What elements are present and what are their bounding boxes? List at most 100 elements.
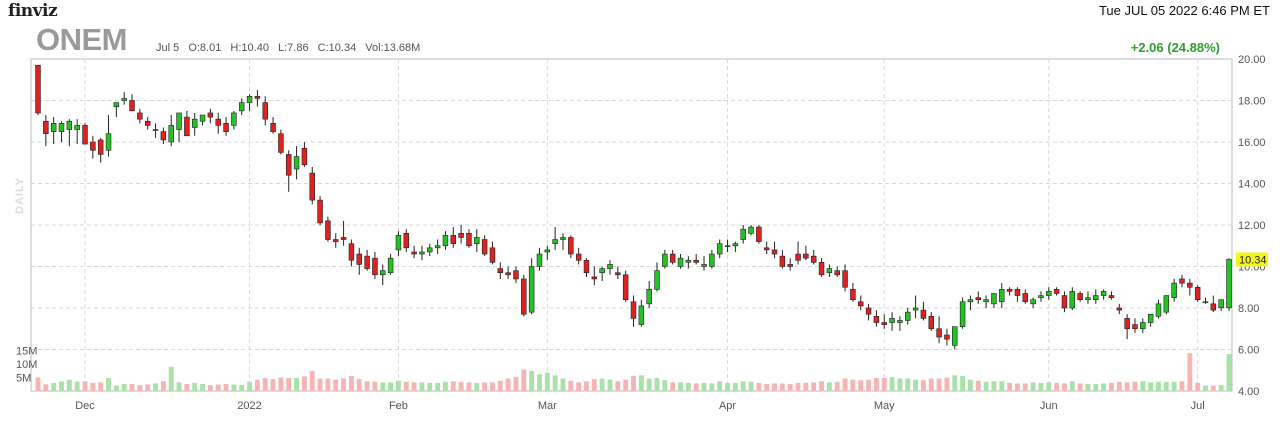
- volume-bar: [192, 382, 198, 391]
- volume-bar: [811, 382, 817, 391]
- volume-bar: [1210, 385, 1216, 391]
- candle-body: [340, 237, 347, 240]
- candle-body: [442, 235, 449, 247]
- volume-bar: [239, 385, 245, 391]
- ohlc-close: C:10.34: [317, 42, 357, 54]
- candle-body: [434, 245, 441, 249]
- candle-body: [756, 226, 762, 242]
- candle-body: [732, 243, 739, 247]
- candle-body: [544, 249, 551, 253]
- volume-bar: [826, 382, 832, 391]
- candle-body: [763, 247, 770, 251]
- candle-body: [372, 257, 378, 276]
- candle-body: [278, 133, 284, 153]
- candle-body: [223, 123, 229, 132]
- volume-bar: [458, 381, 464, 391]
- volume-bar: [748, 381, 754, 391]
- candle-body: [121, 98, 127, 101]
- candle-body: [959, 301, 966, 327]
- candle-body: [771, 249, 778, 255]
- volume-bar: [905, 378, 911, 391]
- candle-body: [1218, 299, 1224, 309]
- volume-bar: [403, 381, 409, 391]
- candle-body: [387, 257, 394, 274]
- candle-body: [724, 245, 731, 248]
- candle-body: [481, 239, 488, 255]
- volume-bar: [834, 381, 840, 391]
- candle-body: [1179, 278, 1185, 284]
- candle-body: [168, 125, 174, 143]
- volume-bar: [983, 381, 989, 391]
- volume-bar: [184, 383, 190, 391]
- candle-body: [905, 311, 911, 321]
- volume-bar: [772, 383, 777, 391]
- volume-bar: [505, 378, 511, 391]
- candle-body: [912, 307, 919, 311]
- volume-bar: [1077, 383, 1083, 391]
- finviz-logo[interactable]: finviz: [8, 1, 58, 21]
- chart-grid: [30, 58, 1233, 392]
- candle-body: [1053, 289, 1060, 294]
- volume-bar: [121, 383, 127, 391]
- candle-body: [497, 268, 504, 274]
- volume-bar: [466, 382, 472, 391]
- volume-bar: [1116, 381, 1122, 391]
- volume-bar: [247, 381, 252, 391]
- y-tick-label: 8.00: [1238, 303, 1259, 315]
- candle-body: [615, 272, 621, 276]
- volume-bar: [803, 382, 809, 391]
- candle-body: [991, 293, 997, 305]
- chart-datetime: Tue JUL 05 2022 6:46 PM ET: [1098, 3, 1270, 18]
- volume-bar: [1109, 382, 1114, 391]
- candle-body: [920, 309, 927, 319]
- ticker-symbol: ONEM: [36, 22, 128, 57]
- volume-bar: [1148, 382, 1154, 391]
- volume-bar: [200, 383, 205, 391]
- volume-bar: [129, 383, 135, 391]
- candle-body: [810, 255, 817, 263]
- volume-bar: [1163, 381, 1169, 391]
- volume-bar: [1030, 382, 1036, 391]
- volume-bar: [341, 378, 347, 391]
- candle-body: [152, 129, 159, 131]
- volume-bar: [858, 380, 864, 391]
- candle-body: [1116, 307, 1123, 311]
- candle-body: [575, 253, 582, 261]
- candle-body: [74, 125, 80, 130]
- candle-body: [1171, 282, 1177, 298]
- candle-body: [427, 247, 433, 253]
- volume-bar: [873, 378, 879, 391]
- volume-bars: [35, 353, 1232, 391]
- volume-bar: [1187, 353, 1193, 391]
- candle-body: [90, 141, 96, 151]
- candle-body: [97, 139, 104, 155]
- volume-bar: [866, 379, 871, 391]
- volume-bar: [1093, 383, 1099, 391]
- candle-body: [779, 255, 786, 267]
- volume-bar: [1140, 381, 1146, 391]
- volume-bar: [443, 381, 448, 391]
- volume-bar: [740, 381, 746, 391]
- volume-bar: [325, 378, 331, 391]
- candle-body: [599, 268, 605, 274]
- x-tick-label: Feb: [389, 400, 408, 412]
- candle-body: [818, 262, 825, 276]
- volume-bar: [889, 376, 895, 391]
- volume-bar: [787, 383, 793, 391]
- candle-body: [1014, 289, 1021, 296]
- ohlc-high: H:10.40: [230, 42, 269, 54]
- candle-body: [513, 270, 519, 280]
- volume-bar: [591, 379, 597, 391]
- volume-bar: [380, 382, 386, 391]
- volume-bar: [842, 378, 848, 391]
- candle-body: [748, 226, 754, 234]
- volume-bar: [537, 374, 542, 391]
- volume-bar: [662, 380, 668, 391]
- candle-body: [246, 96, 253, 103]
- candle-body: [1046, 291, 1052, 296]
- candle-body: [325, 220, 331, 240]
- candle-body: [1194, 286, 1201, 300]
- volume-bar: [795, 382, 801, 391]
- volume-bar: [944, 377, 950, 391]
